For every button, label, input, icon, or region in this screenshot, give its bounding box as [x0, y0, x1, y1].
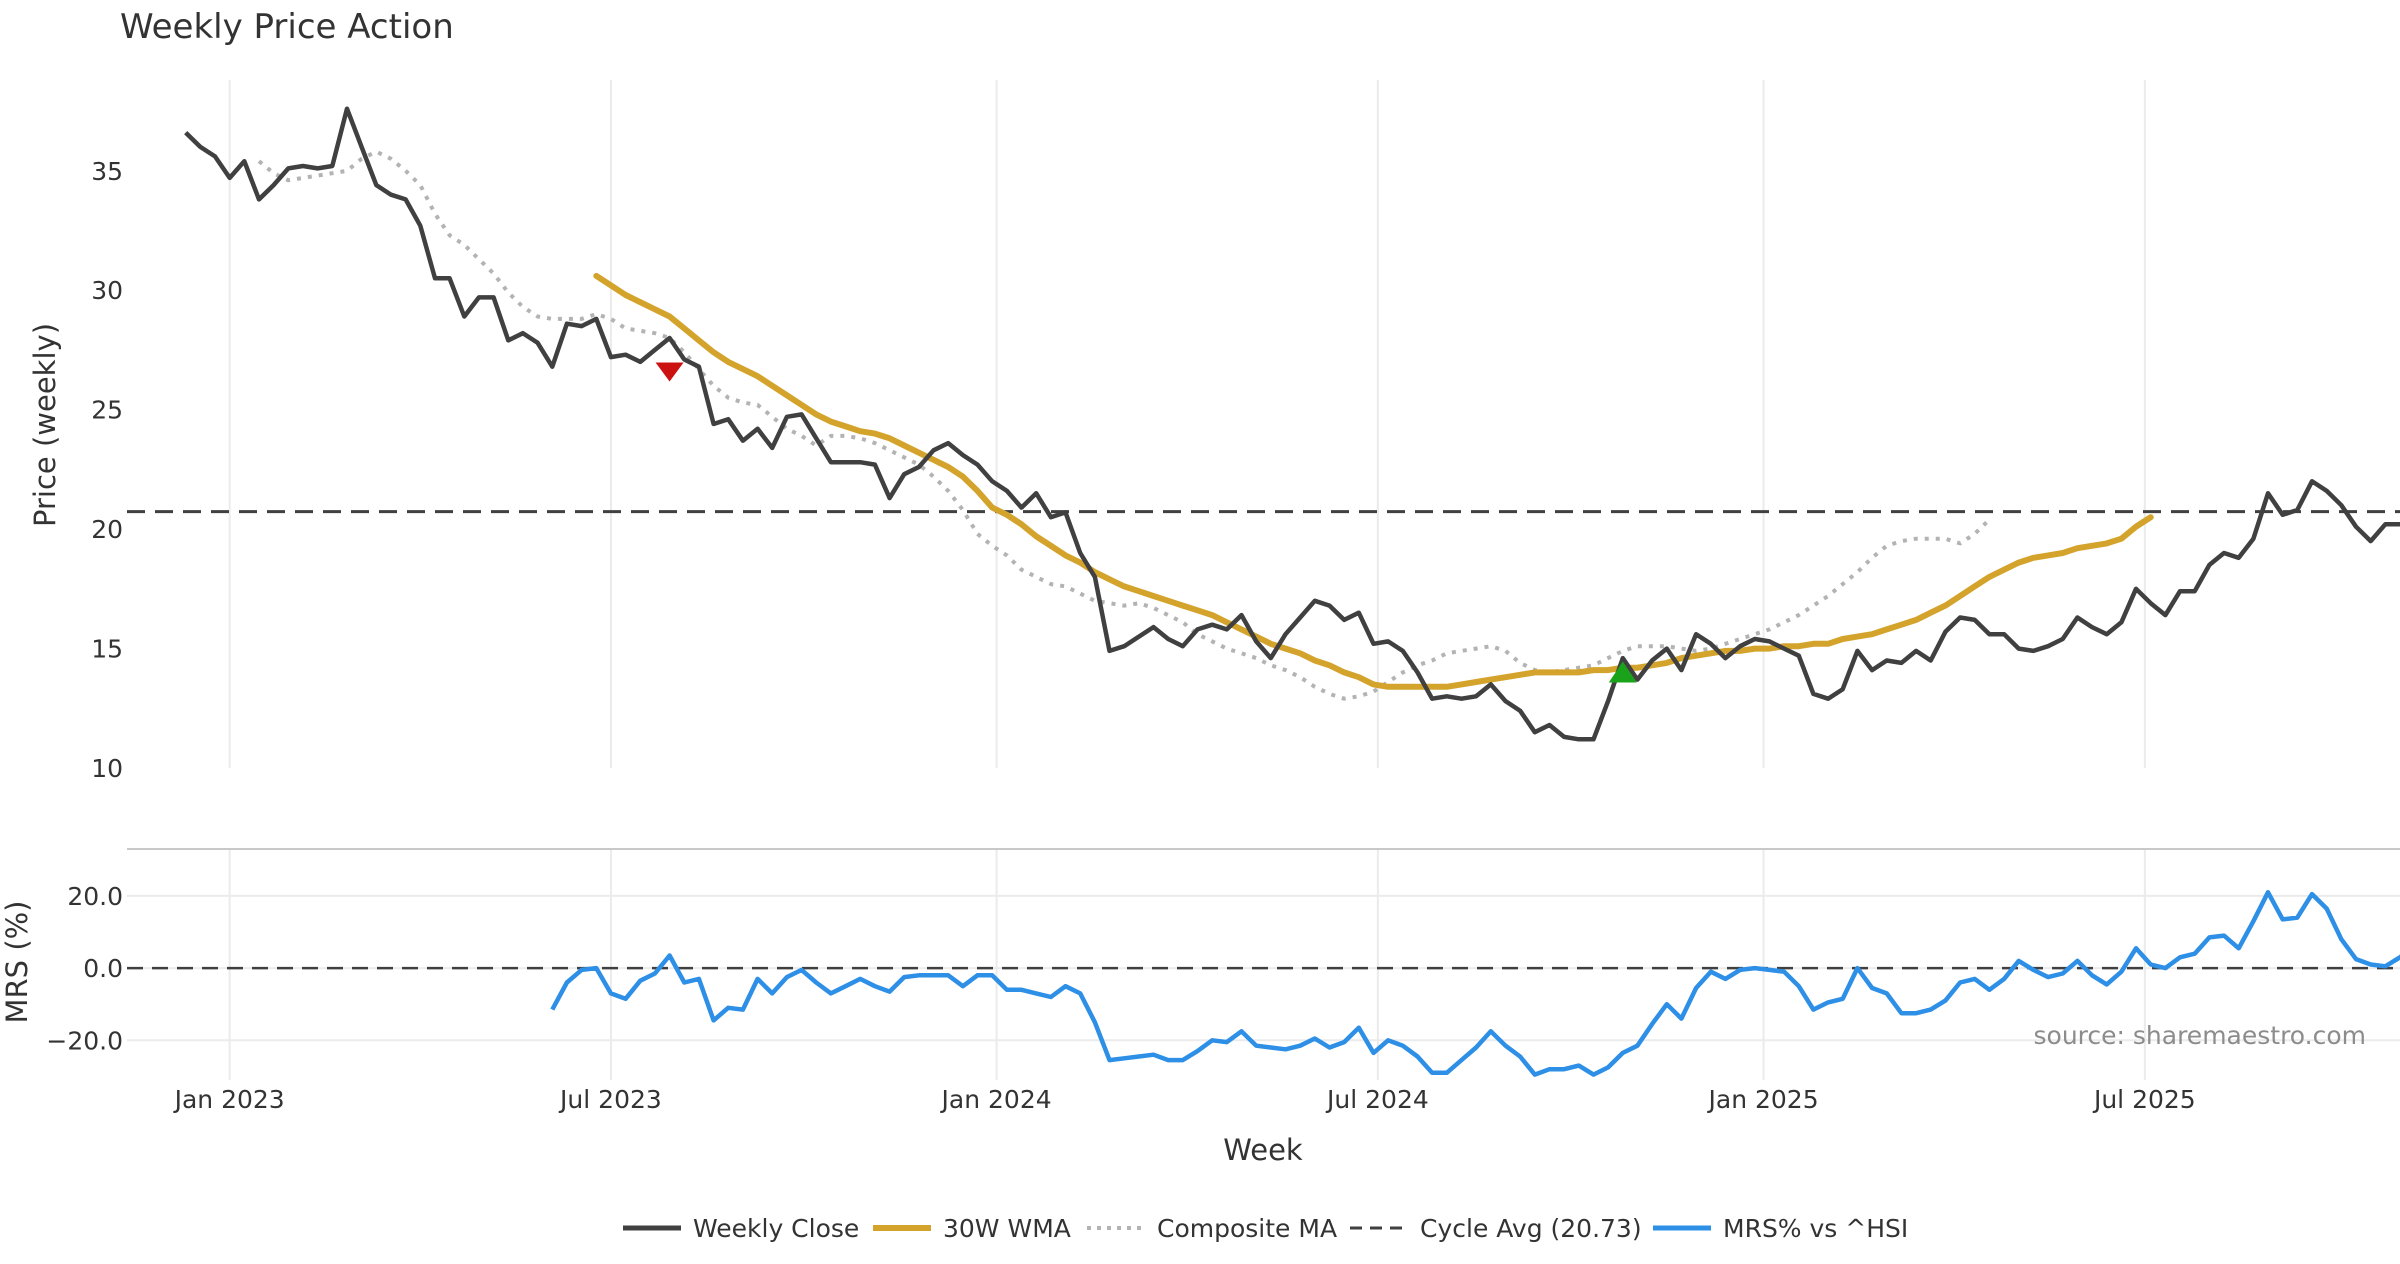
- mrs-line: [550, 890, 2400, 1077]
- legend-label: 30W WMA: [943, 1214, 1071, 1243]
- price-y-tick-label: 15: [91, 635, 123, 664]
- price-y-tick-labels: 10 15 20 25 30 35: [91, 157, 123, 783]
- legend-label: Cycle Avg (20.73): [1420, 1214, 1642, 1243]
- x-tick-label: Jan 2023: [173, 1085, 285, 1114]
- mrs-y-tick-label: 0.0: [83, 954, 123, 983]
- price-y-tick-label: 25: [91, 396, 123, 425]
- weekly-close-line: [184, 106, 2400, 742]
- mrs-y-tick-labels: −20.0 0.0 20.0: [46, 882, 123, 1055]
- wma30-line: [593, 272, 2154, 690]
- mrs-y-tick-label: −20.0: [46, 1026, 123, 1055]
- signal-markers: [655, 362, 1637, 683]
- mrs-axis-label: MRS (%): [0, 901, 34, 1024]
- price-axis-label: Price (weekly): [28, 323, 62, 527]
- price-y-tick-label: 10: [91, 754, 123, 783]
- price-grid: [228, 80, 2146, 768]
- chart-title: Weekly Price Action: [120, 7, 454, 47]
- legend: Weekly Close 30W WMA Composite MA Cycle Avg…: [623, 1214, 1908, 1243]
- x-tick-label: Jan 2025: [1707, 1085, 1819, 1114]
- x-axis-label: Week: [1223, 1133, 1303, 1167]
- price-y-tick-label: 20: [91, 515, 123, 544]
- sell-signal-marker: [655, 362, 684, 382]
- legend-label: Weekly Close: [693, 1214, 859, 1243]
- x-tick-labels: Jan 2023 Jul 2023 Jan 2024 Jul 2024 Jan 2025…: [173, 1085, 2196, 1114]
- buy-signal-marker: [1608, 661, 1637, 683]
- mrs-y-tick-label: 20.0: [67, 882, 123, 911]
- price-y-tick-label: 30: [91, 276, 123, 305]
- legend-label: Composite MA: [1157, 1214, 1337, 1243]
- price-y-tick-label: 35: [91, 157, 123, 186]
- x-tick-label: Jan 2024: [940, 1085, 1052, 1114]
- composite-ma-line: [257, 149, 1991, 701]
- source-note: source: sharemaestro.com: [2034, 1021, 2367, 1050]
- x-tick-label: Jul 2024: [1325, 1085, 1429, 1114]
- legend-label: MRS% vs ^HSI: [1723, 1214, 1908, 1243]
- x-tick-label: Jul 2025: [2092, 1085, 2196, 1114]
- x-tick-label: Jul 2023: [558, 1085, 662, 1114]
